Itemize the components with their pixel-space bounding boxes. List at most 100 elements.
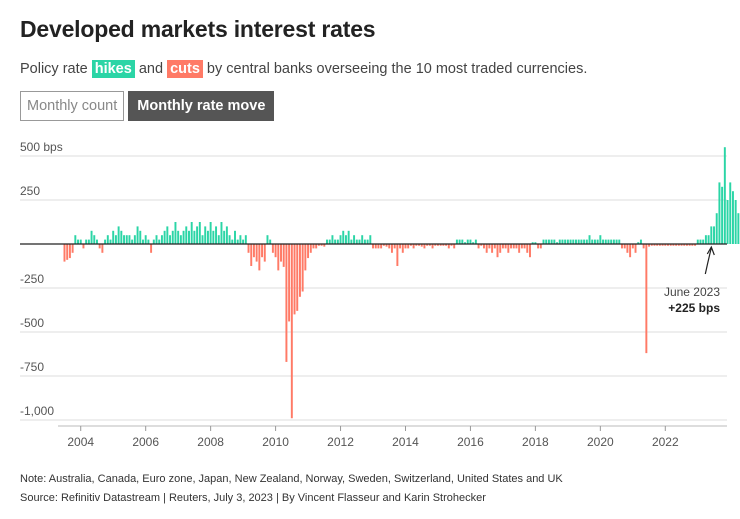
annotation-value-label: +225 bps xyxy=(668,301,720,315)
bar xyxy=(729,182,732,244)
bar xyxy=(572,239,575,244)
y-tick-label: 250 xyxy=(20,184,40,198)
subtitle-suffix: by central banks overseeing the 10 most … xyxy=(202,61,588,77)
bar xyxy=(174,222,177,244)
subtitle-and: and xyxy=(134,61,168,77)
bar xyxy=(469,239,472,244)
bar xyxy=(531,242,534,244)
bar xyxy=(488,244,491,249)
bar xyxy=(198,222,201,244)
bar xyxy=(120,230,123,244)
bar xyxy=(90,230,93,244)
bar xyxy=(675,244,678,246)
bar xyxy=(672,244,675,246)
bar xyxy=(721,186,724,244)
bar xyxy=(466,239,469,244)
bar xyxy=(602,239,605,244)
bar xyxy=(82,244,85,249)
bar xyxy=(112,230,115,244)
bar xyxy=(683,244,686,246)
bar xyxy=(301,244,304,292)
bar xyxy=(353,235,356,244)
bar xyxy=(66,244,69,260)
bar xyxy=(615,239,618,244)
annotation-arrowhead xyxy=(706,245,715,256)
bar xyxy=(539,244,542,249)
bar xyxy=(588,235,591,244)
bar xyxy=(610,239,613,244)
bar xyxy=(585,239,588,244)
bar xyxy=(209,222,212,244)
bar xyxy=(472,242,475,244)
bar xyxy=(242,239,245,244)
bar xyxy=(342,230,345,244)
bar xyxy=(250,244,253,266)
bar xyxy=(328,239,331,244)
cuts-highlight: cuts xyxy=(167,60,203,78)
x-tick-label: 2020 xyxy=(587,435,614,449)
bar xyxy=(244,235,247,244)
bar xyxy=(217,235,220,244)
bar xyxy=(74,235,77,244)
bar xyxy=(261,244,264,258)
bar xyxy=(423,244,426,249)
bar xyxy=(252,244,255,258)
bar xyxy=(234,230,236,244)
bar xyxy=(556,242,559,244)
bar xyxy=(688,244,691,246)
monthly-count-button[interactable]: Monthly count xyxy=(20,91,125,121)
bar xyxy=(593,239,596,244)
bar xyxy=(382,244,385,246)
bar xyxy=(285,244,288,362)
monthly-rate-move-button[interactable]: Monthly rate move xyxy=(128,91,275,121)
bar xyxy=(169,235,172,244)
bar xyxy=(79,239,82,244)
bar xyxy=(656,244,659,246)
bar xyxy=(63,244,66,262)
bar xyxy=(691,244,694,246)
bar xyxy=(87,239,90,244)
bar xyxy=(653,244,656,246)
bar xyxy=(493,244,496,249)
bar xyxy=(142,239,144,244)
bar xyxy=(648,244,651,247)
bar xyxy=(93,235,96,244)
bar xyxy=(171,230,174,244)
bar xyxy=(155,235,158,244)
bar xyxy=(258,244,261,271)
bar xyxy=(639,239,642,244)
bar xyxy=(445,244,448,246)
bar xyxy=(426,244,429,246)
bar xyxy=(418,244,420,246)
bar xyxy=(361,235,364,244)
chart-title: Developed markets interest rates xyxy=(20,16,376,42)
x-tick-label: 2012 xyxy=(327,435,354,449)
bar xyxy=(547,239,550,244)
bar xyxy=(607,239,610,244)
bar xyxy=(542,239,545,244)
bar xyxy=(704,235,707,244)
bar xyxy=(326,239,328,244)
bar xyxy=(344,235,347,244)
bar xyxy=(228,235,231,244)
bar xyxy=(239,235,242,244)
bar xyxy=(269,239,272,244)
chart-subtitle: Policy rate hikes and cuts by central ba… xyxy=(20,60,587,78)
bar xyxy=(515,244,518,249)
annotation-arrow xyxy=(704,247,712,275)
bar xyxy=(658,244,661,246)
bar xyxy=(274,244,277,258)
bar xyxy=(669,244,672,246)
bar xyxy=(629,244,632,258)
bar xyxy=(307,244,310,259)
bar xyxy=(104,239,107,244)
y-tick-label: -500 xyxy=(20,316,44,330)
bar xyxy=(642,244,645,249)
bar xyxy=(312,244,315,249)
bar xyxy=(526,244,529,253)
bar xyxy=(545,239,548,244)
bar xyxy=(288,244,291,322)
bar xyxy=(147,239,150,244)
bar xyxy=(266,235,269,244)
bar xyxy=(612,239,615,244)
